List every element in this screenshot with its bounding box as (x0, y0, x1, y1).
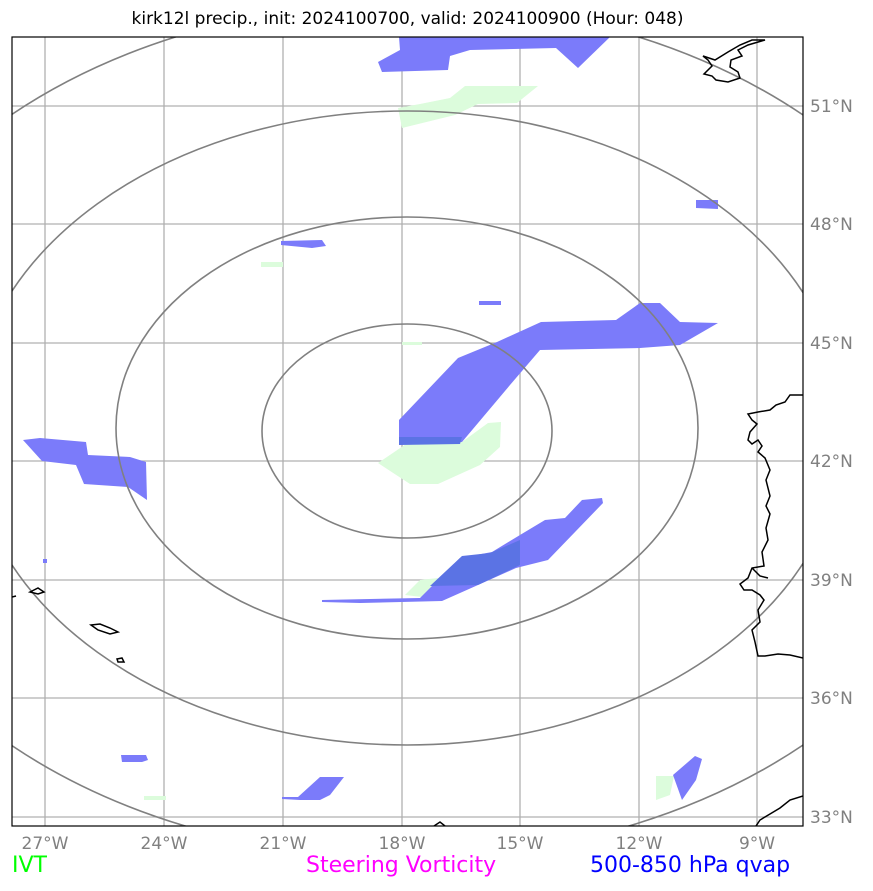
legend-steering-vorticity: Steering Vorticity (306, 853, 497, 878)
legend-qvap: 500-850 hPa qvap (590, 853, 791, 878)
qvap-area (121, 755, 148, 762)
qvap-area (479, 301, 501, 305)
coastline-azores (116, 657, 126, 663)
qvap-area (673, 756, 702, 800)
qvap-area (282, 777, 344, 800)
lon-label-21: 21°W (260, 834, 307, 854)
coastline-africa (755, 795, 803, 826)
qvap-area (281, 240, 326, 248)
range-ring-3 (12, 110, 803, 746)
lon-label-15: 15°W (497, 834, 544, 854)
overlap-area (430, 540, 520, 586)
ivt-area (144, 796, 166, 800)
lon-label-9: 9°W (739, 834, 775, 854)
coastline-azores (88, 623, 121, 635)
overlap-shading (399, 437, 520, 586)
ivt-area (378, 422, 501, 484)
lat-label-39: 39°N (810, 571, 853, 591)
coastline-iberia-inlet (751, 567, 769, 579)
legend-ivt: IVT (12, 853, 47, 878)
lat-label-36: 36°N (810, 689, 853, 709)
lat-label-42: 42°N (810, 452, 853, 472)
overlap-area (399, 437, 462, 445)
ivt-shading (144, 86, 674, 800)
coastline-azores (27, 587, 46, 595)
lon-label-27: 27°W (22, 834, 69, 854)
qvap-shading (23, 37, 718, 800)
ivt-area (402, 342, 422, 345)
qvap-area (399, 303, 718, 444)
coastline-azores (12, 595, 17, 598)
lat-label-48: 48°N (810, 215, 853, 235)
range-ring-2 (115, 216, 699, 640)
ivt-area (261, 262, 283, 267)
qvap-area (322, 498, 603, 603)
map-title: kirk12l precip., init: 2024100700, valid… (131, 9, 684, 29)
lat-label-33: 33°N (810, 808, 853, 828)
coastline-madeira (433, 821, 446, 826)
qvap-area (696, 200, 718, 209)
latitude-labels: 51°N 48°N 45°N 42°N 39°N 36°N 33°N (810, 97, 853, 828)
distance-rings (12, 37, 803, 826)
ivt-area (656, 776, 674, 800)
coastlines (12, 39, 803, 826)
coastline-ireland (702, 39, 766, 83)
coastline-iberia (738, 394, 803, 659)
lon-label-12: 12°W (616, 834, 663, 854)
lon-label-18: 18°W (379, 834, 426, 854)
longitude-labels: 27°W 24°W 21°W 18°W 15°W 12°W 9°W (22, 834, 776, 854)
ivt-area (398, 86, 538, 128)
range-ring-1 (261, 323, 553, 539)
map-frame (11, 36, 804, 827)
lon-label-24: 24°W (141, 834, 188, 854)
lat-label-51: 51°N (810, 97, 853, 117)
lat-label-45: 45°N (810, 334, 853, 354)
qvap-area (378, 37, 610, 72)
qvap-area (43, 559, 47, 563)
qvap-area (23, 438, 147, 500)
